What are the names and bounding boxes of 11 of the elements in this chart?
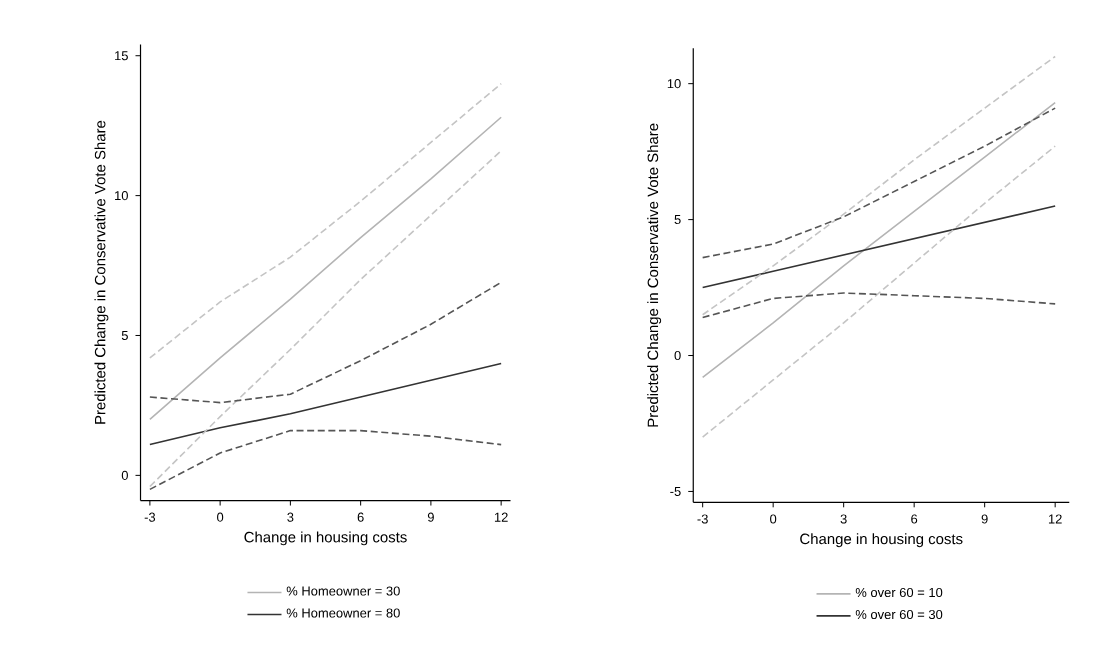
line-series [701, 55, 1056, 316]
line-series [701, 101, 1056, 379]
line-series [149, 362, 502, 446]
line-series [701, 107, 1056, 259]
line-series [701, 145, 1056, 438]
line-series [149, 150, 502, 488]
line-series [149, 116, 502, 421]
line-series [149, 281, 502, 404]
line-series [149, 82, 502, 359]
line-series [701, 292, 1056, 319]
line-series [149, 429, 502, 491]
